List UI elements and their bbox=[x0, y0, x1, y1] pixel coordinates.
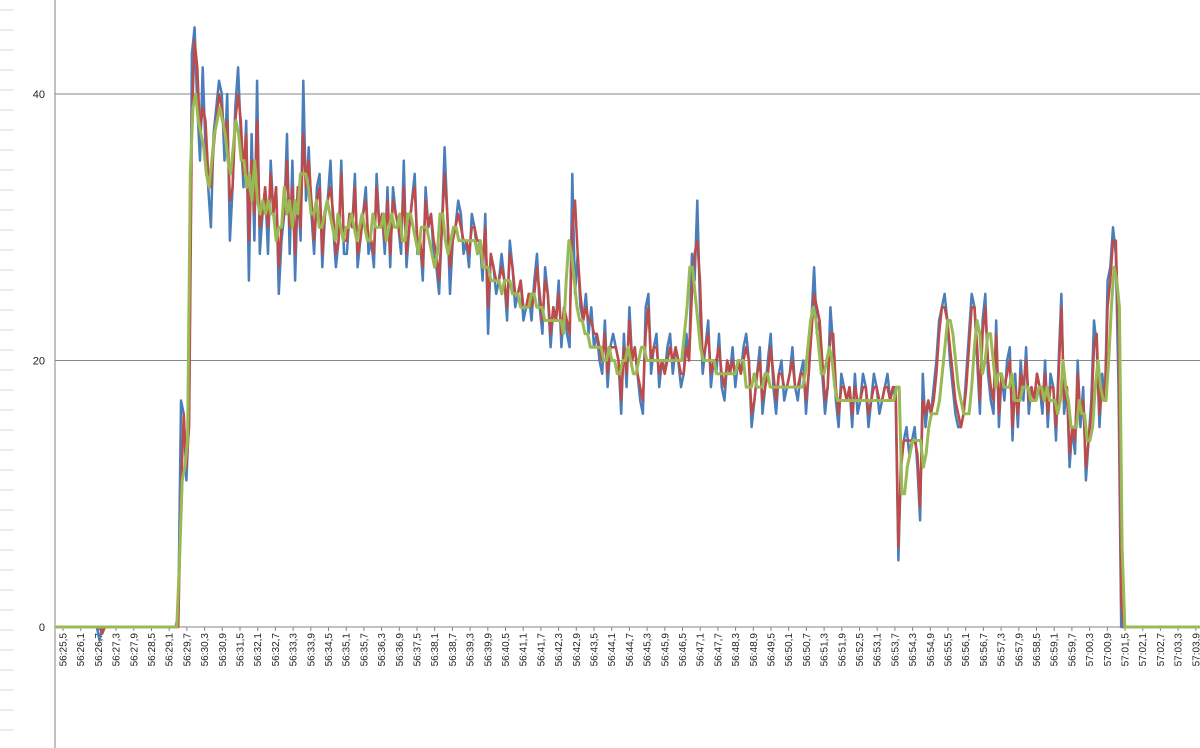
x-tick-label: 56:33,9 bbox=[306, 633, 317, 667]
x-tick-label: 57:01,5 bbox=[1121, 633, 1132, 667]
x-tick-label: 56:58,5 bbox=[1032, 633, 1043, 667]
x-tick-label: 56:32,7 bbox=[271, 633, 282, 667]
x-tick-label: 56:56,1 bbox=[961, 633, 972, 667]
y-tick-label: 0 bbox=[39, 622, 45, 634]
x-tick-label: 56:48,3 bbox=[731, 633, 742, 667]
series-line-3 bbox=[56, 92, 1200, 629]
x-tick-label: 56:54,9 bbox=[926, 633, 937, 667]
x-tick-label: 56:44,7 bbox=[625, 633, 636, 667]
x-tick-label: 56:48,9 bbox=[749, 633, 760, 667]
x-tick-label: 56:52,5 bbox=[855, 633, 866, 667]
x-tick-label: 56:41,1 bbox=[519, 633, 530, 667]
x-tick-label: 56:39,9 bbox=[483, 633, 494, 667]
x-tick-label: 56:50,7 bbox=[802, 633, 813, 667]
x-tick-label: 56:26,7 bbox=[94, 633, 105, 667]
x-tick-label: 56:30,9 bbox=[218, 633, 229, 667]
x-tick-label: 56:40,5 bbox=[501, 633, 512, 667]
x-tick-label: 56:27,9 bbox=[129, 633, 140, 667]
x-tick-label: 56:38,1 bbox=[430, 633, 441, 667]
x-tick-label: 56:50,1 bbox=[784, 633, 795, 667]
x-tick-label: 56:29,7 bbox=[182, 633, 193, 667]
x-tick-label: 56:36,9 bbox=[395, 633, 406, 667]
x-tick-label: 56:30,3 bbox=[200, 633, 211, 667]
x-tick-label: 56:57,3 bbox=[997, 633, 1008, 667]
series-line-2 bbox=[56, 39, 1200, 635]
x-tick-label: 56:25,5 bbox=[59, 633, 70, 667]
x-tick-label: 56:44,1 bbox=[607, 633, 618, 667]
x-tick-label: 56:37,5 bbox=[413, 633, 424, 667]
x-tick-label: 56:32,1 bbox=[253, 633, 264, 667]
x-tick-label: 56:27,3 bbox=[112, 633, 123, 667]
x-tick-label: 56:38,7 bbox=[448, 633, 459, 667]
x-tick-label: 56:31,5 bbox=[236, 633, 247, 667]
x-tick-label: 56:46,5 bbox=[678, 633, 689, 667]
x-tick-label: 56:53,7 bbox=[890, 633, 901, 667]
x-tick-label: 57:00,3 bbox=[1085, 633, 1096, 667]
x-tick-label: 56:56,7 bbox=[979, 633, 990, 667]
series-lines bbox=[56, 26, 1200, 642]
x-tick-label: 56:47,7 bbox=[713, 633, 724, 667]
x-tick-label: 56:53,1 bbox=[873, 633, 884, 667]
x-tick-label: 56:26,1 bbox=[76, 633, 87, 667]
x-tick-label: 56:29,1 bbox=[165, 633, 176, 667]
x-tick-label: 56:36,3 bbox=[377, 633, 388, 667]
x-tick-label: 57:02,1 bbox=[1138, 633, 1149, 667]
x-tick-label: 56:43,5 bbox=[590, 633, 601, 667]
x-tick-label: 56:51,3 bbox=[820, 633, 831, 667]
left-margin-gridlines bbox=[0, 9, 14, 731]
x-tick-label: 56:54,3 bbox=[908, 633, 919, 667]
x-tick-label: 56:39,3 bbox=[466, 633, 477, 667]
x-tick-label: 56:28,5 bbox=[147, 633, 158, 667]
x-tick-label: 56:57,9 bbox=[1014, 633, 1025, 667]
y-tick-label: 20 bbox=[33, 356, 45, 368]
x-tick-label: 57:03,9 bbox=[1191, 633, 1200, 667]
x-tick-label: 57:02,7 bbox=[1156, 633, 1167, 667]
x-tick-label: 56:35,7 bbox=[359, 633, 370, 667]
x-tick-label: 56:42,9 bbox=[572, 633, 583, 667]
x-tick-label: 56:47,1 bbox=[696, 633, 707, 667]
x-tick-label: 56:33,3 bbox=[289, 633, 300, 667]
x-tick-label: 56:41,7 bbox=[536, 633, 547, 667]
y-tick-label: 40 bbox=[33, 89, 45, 101]
x-tick-label: 56:35,1 bbox=[342, 633, 353, 667]
x-tick-label: 56:59,7 bbox=[1067, 633, 1078, 667]
x-tick-label: 56:34,5 bbox=[324, 633, 335, 667]
x-axis-tick-labels: 56:25,5 56:26,1 56:26,7 56:27,3 56:27,9 56:28… bbox=[59, 627, 1200, 666]
x-tick-label: 56:51,9 bbox=[837, 633, 848, 667]
x-tick-label: 57:00,9 bbox=[1103, 633, 1114, 667]
x-tick-label: 56:55,5 bbox=[944, 633, 955, 667]
x-tick-label: 56:49,5 bbox=[767, 633, 778, 667]
x-tick-label: 56:45,3 bbox=[643, 633, 654, 667]
x-tick-label: 56:59,1 bbox=[1050, 633, 1061, 667]
x-tick-label: 56:42,3 bbox=[554, 633, 565, 667]
x-tick-label: 57:03,3 bbox=[1174, 633, 1185, 667]
y-axis-tick-labels: 0 20 40 bbox=[33, 89, 45, 634]
x-tick-label: 56:45,9 bbox=[660, 633, 671, 667]
